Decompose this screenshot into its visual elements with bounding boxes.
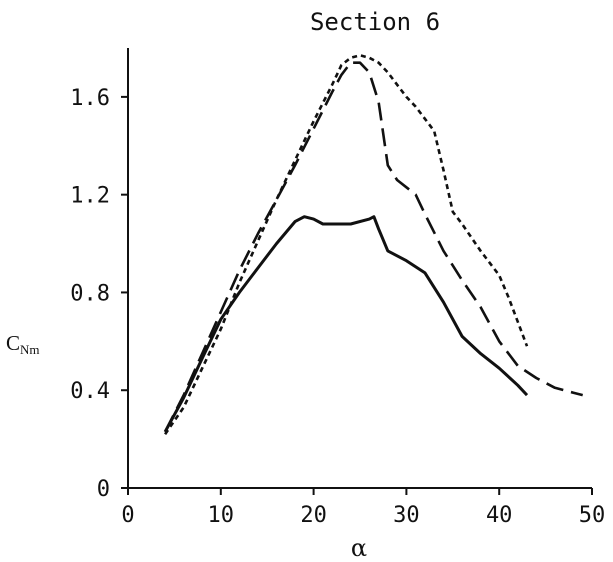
y-axis-label-main: C — [6, 331, 20, 355]
x-tick-label: 0 — [121, 503, 134, 528]
x-tick-label: 20 — [300, 503, 327, 528]
y-tick-label: 0.8 — [70, 281, 110, 306]
axis-ticks: 0 10 20 30 40 50 0 0.4 0.8 1.2 1.6 — [70, 86, 605, 528]
series-lines — [163, 53, 584, 435]
y-tick-label: 1.2 — [70, 184, 110, 209]
y-axis-label: CNm — [6, 331, 40, 357]
series-line-short-dash — [164, 53, 529, 435]
series-line-long-dash — [163, 61, 584, 433]
x-tick-label: 40 — [486, 503, 513, 528]
y-tick-label: 0.4 — [70, 379, 110, 404]
x-tick-label: 50 — [579, 503, 606, 528]
y-tick-label: 0 — [97, 477, 110, 502]
y-tick-label: 1.6 — [70, 86, 110, 111]
chart-title: Section 6 — [310, 8, 440, 36]
x-tick-label: 10 — [208, 503, 235, 528]
series-line-solid — [163, 215, 529, 433]
x-axis-label: α — [351, 534, 367, 562]
plot-area: 0 10 20 30 40 50 0 0.4 0.8 1.2 1.6 — [70, 48, 605, 528]
y-axis-label-subscript: Nm — [20, 342, 40, 357]
x-tick-label: 30 — [393, 503, 420, 528]
